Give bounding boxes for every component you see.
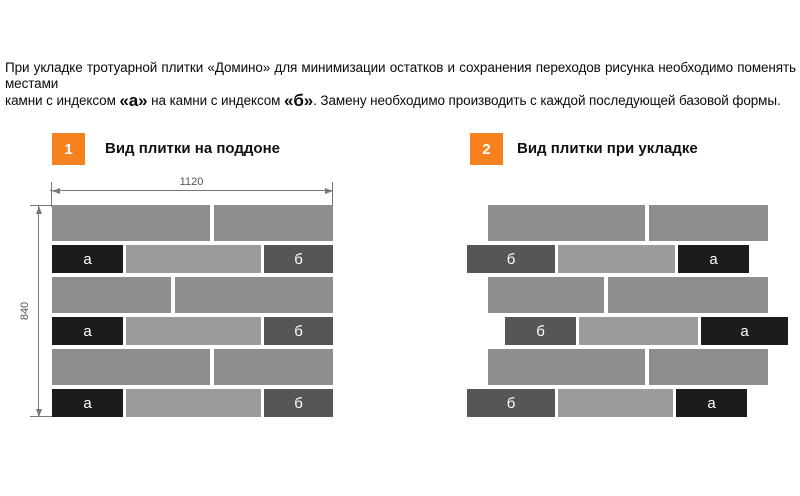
tile-b: б	[264, 317, 333, 345]
tile-b: б	[467, 245, 555, 273]
tile-b: б	[505, 317, 576, 345]
tile-a: а	[701, 317, 788, 345]
tile-plain	[649, 349, 768, 385]
tile-index-label: а	[740, 322, 749, 340]
tile-index-label: а	[83, 394, 92, 412]
tile-plain	[558, 245, 675, 273]
intro-paragraph: При укладке тротуарной плитки «Домино» д…	[5, 60, 796, 109]
height-dimension-line	[38, 206, 39, 417]
tile-index-label: б	[506, 250, 516, 268]
section-number-1: 1	[64, 140, 73, 158]
arrow-right-icon	[325, 188, 333, 194]
width-dimension-line	[50, 190, 333, 191]
tile-plain	[52, 349, 210, 385]
tile-index-label: б	[294, 394, 303, 412]
section-number-badge-1: 1	[52, 133, 85, 165]
tile-index-label: а	[83, 250, 92, 268]
extension-line	[30, 205, 52, 206]
tile-index-label: а	[83, 322, 92, 340]
section-title-pallet: Вид плитки на поддоне	[105, 140, 280, 157]
tile-plain	[126, 317, 261, 345]
tile-plain	[488, 349, 645, 385]
tile-plain	[175, 277, 333, 313]
tile-plain	[52, 205, 210, 241]
tile-plain	[52, 277, 171, 313]
section-number-badge-2: 2	[470, 133, 503, 165]
tile-a: а	[52, 245, 123, 273]
tile-plain	[649, 205, 768, 241]
tile-a: а	[52, 317, 123, 345]
arrow-up-icon	[36, 206, 42, 214]
tile-b: б	[264, 389, 333, 417]
extension-line	[51, 182, 52, 207]
tile-index-label: б	[294, 322, 303, 340]
intro-text-segment: на камни с индексом	[147, 93, 284, 108]
width-dimension-label: 1120	[179, 176, 204, 188]
section-number-2: 2	[482, 140, 491, 158]
tile-index-label: а	[707, 394, 716, 412]
index-letter-emphasis: «б»	[284, 91, 314, 110]
arrow-left-icon	[52, 188, 60, 194]
section-title-laying: Вид плитки при укладке	[517, 140, 698, 157]
tile-plain	[126, 245, 261, 273]
intro-text-segment: камни с индексом	[5, 93, 120, 108]
intro-line2: камни с индексом «а» на камни с индексом…	[5, 92, 796, 109]
index-letter-emphasis: «а»	[119, 91, 148, 110]
tile-a: а	[678, 245, 749, 273]
height-dimension-label: 840	[19, 301, 31, 321]
tile-index-label: а	[709, 250, 718, 268]
tile-index-label: б	[536, 322, 545, 340]
tile-a: а	[676, 389, 747, 417]
tile-plain	[579, 317, 698, 345]
tile-plain	[488, 277, 604, 313]
tile-index-label: б	[294, 250, 303, 268]
tile-a: а	[52, 389, 123, 417]
tile-b: б	[264, 245, 333, 273]
tile-plain	[558, 389, 673, 417]
intro-line1: При укладке тротуарной плитки «Домино» д…	[5, 60, 796, 91]
arrow-down-icon	[36, 409, 42, 417]
tile-index-label: б	[506, 394, 516, 412]
tile-plain	[608, 277, 768, 313]
extension-line	[332, 182, 333, 207]
tile-plain	[126, 389, 261, 417]
tile-plain	[214, 205, 333, 241]
tile-plain	[488, 205, 645, 241]
extension-line	[30, 416, 52, 417]
tile-b: б	[467, 389, 555, 417]
intro-text-segment: . Замену необходимо производить с каждой…	[313, 93, 781, 108]
tile-plain	[214, 349, 333, 385]
